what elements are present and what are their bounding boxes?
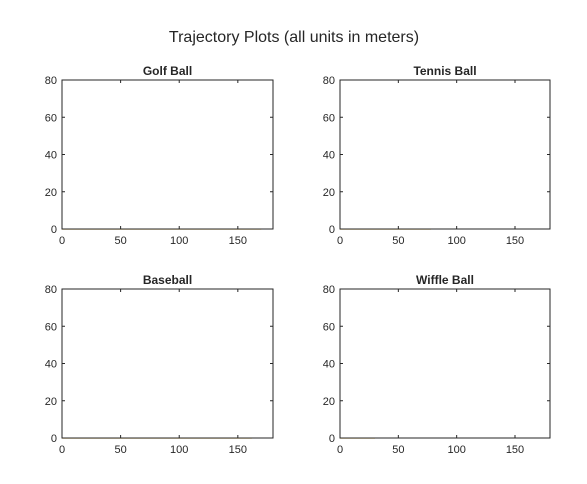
x-tick-label: 0 bbox=[59, 444, 65, 456]
axes-box bbox=[61, 79, 274, 230]
x-tick-label: 50 bbox=[114, 235, 126, 247]
x-tick-label: 150 bbox=[229, 235, 247, 247]
y-tick-label: 40 bbox=[45, 359, 57, 371]
x-tick-label: 150 bbox=[506, 444, 524, 456]
x-tick-label: 150 bbox=[229, 444, 247, 456]
subplot-title: Tennis Ball bbox=[413, 64, 476, 78]
y-tick-label: 80 bbox=[323, 284, 335, 296]
x-tick-label: 50 bbox=[392, 444, 404, 456]
x-tick-label: 150 bbox=[506, 235, 524, 247]
y-tick-label: 0 bbox=[51, 224, 57, 236]
y-tick-label: 40 bbox=[323, 359, 335, 371]
x-tick-label: 0 bbox=[59, 235, 65, 247]
y-tick-label: 0 bbox=[329, 224, 335, 236]
y-tick-label: 0 bbox=[329, 433, 335, 445]
y-tick-label: 20 bbox=[323, 396, 335, 408]
y-tick-label: 20 bbox=[45, 187, 57, 199]
x-tick-label: 50 bbox=[114, 444, 126, 456]
y-tick-label: 80 bbox=[45, 284, 57, 296]
x-tick-label: 0 bbox=[337, 235, 343, 247]
subplot-title: Wiffle Ball bbox=[416, 273, 474, 287]
y-tick-label: 20 bbox=[45, 396, 57, 408]
subplot-title: Golf Ball bbox=[143, 64, 192, 78]
x-tick-label: 100 bbox=[170, 444, 188, 456]
x-tick-label: 100 bbox=[447, 235, 465, 247]
y-tick-label: 60 bbox=[45, 112, 57, 124]
y-tick-label: 40 bbox=[45, 150, 57, 162]
subplot-3: 0 50 100 150 0 20 40 60 80 Wiffle Ball bbox=[323, 273, 551, 456]
subplot-0: 0 50 100 150 0 20 40 60 80 Golf Ball bbox=[45, 64, 274, 247]
figure-suptitle: Trajectory Plots (all units in meters) bbox=[169, 29, 419, 46]
axes-box bbox=[61, 288, 274, 439]
y-tick-label: 60 bbox=[45, 321, 57, 333]
subplot-2: 0 50 100 150 0 20 40 60 80 Baseball bbox=[45, 273, 274, 456]
y-tick-label: 0 bbox=[51, 433, 57, 445]
axes-box bbox=[339, 288, 551, 439]
y-tick-label: 60 bbox=[323, 321, 335, 333]
y-tick-label: 60 bbox=[323, 112, 335, 124]
x-tick-label: 100 bbox=[170, 235, 188, 247]
axes-box bbox=[339, 79, 551, 230]
y-tick-label: 20 bbox=[323, 187, 335, 199]
x-tick-label: 50 bbox=[392, 235, 404, 247]
subplot-1: 0 50 100 150 0 20 40 60 80 Tennis Ball bbox=[323, 64, 551, 247]
axes-layer: 0 50 100 150 0 20 40 60 80 Golf Ball 0 50 100 150 0 20 4… bbox=[45, 64, 551, 456]
y-tick-label: 80 bbox=[323, 75, 335, 87]
y-tick-label: 40 bbox=[323, 150, 335, 162]
y-tick-label: 80 bbox=[45, 75, 57, 87]
x-tick-label: 0 bbox=[337, 444, 343, 456]
subplot-title: Baseball bbox=[143, 273, 192, 287]
x-tick-label: 100 bbox=[447, 444, 465, 456]
